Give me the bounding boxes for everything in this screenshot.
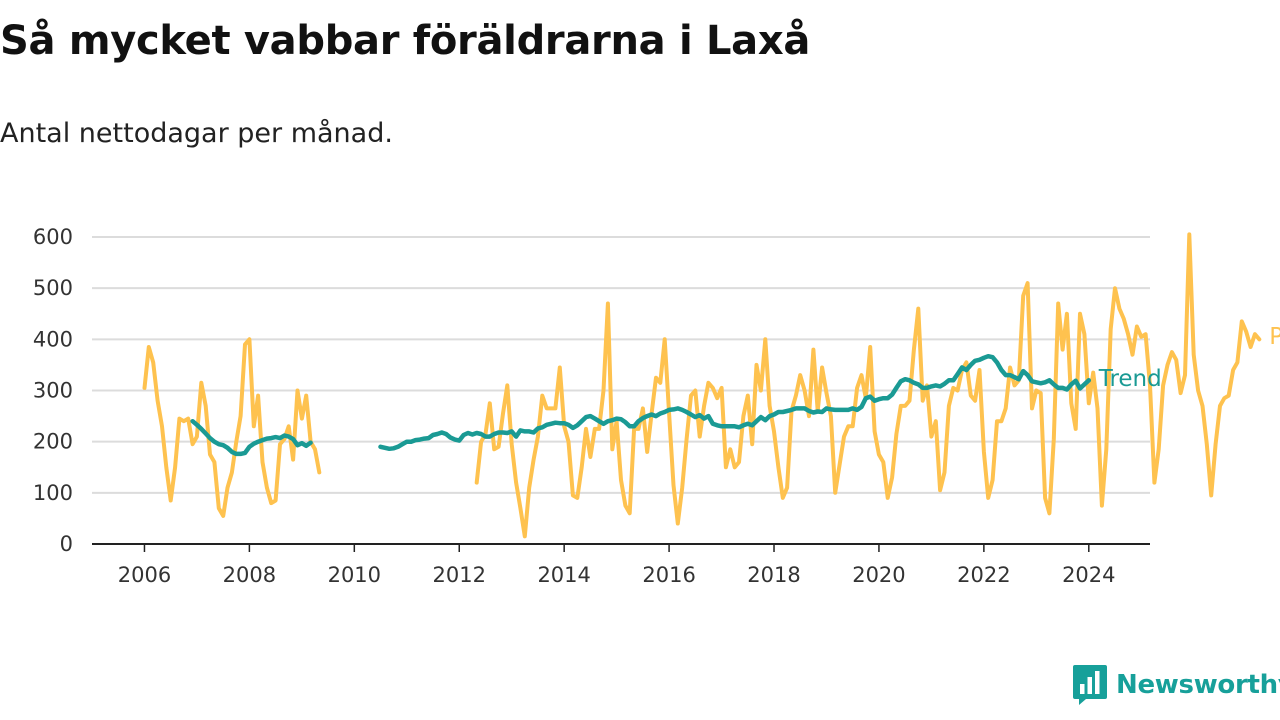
y-tick-label: 200: [33, 430, 73, 454]
x-tick-label: 2022: [957, 563, 1010, 587]
chart-title: Så mycket vabbar föräldrarna i Laxå: [0, 18, 811, 64]
chart-subtitle: Antal nettodagar per månad.: [0, 118, 393, 149]
x-tick-label: 2020: [852, 563, 905, 587]
y-tick-label: 0: [60, 532, 73, 556]
y-tick-label: 600: [33, 225, 73, 249]
series-label-per-manad: Per månad: [1269, 322, 1280, 350]
y-tick-label: 500: [33, 276, 73, 300]
y-tick-label: 100: [33, 481, 73, 505]
series-labels: Per månad Trend: [1098, 322, 1280, 392]
x-tick-label: 2016: [642, 563, 695, 587]
x-axis-ticks: 2006 2008 2010 2012 2014 2016 2018 2020 2022 2024: [118, 544, 1116, 587]
newsworthy-logo-icon: [1073, 665, 1107, 705]
x-tick-label: 2010: [328, 563, 381, 587]
x-tick-label: 2006: [118, 563, 171, 587]
brand-name: Newsworthy: [1116, 670, 1280, 700]
x-tick-label: 2012: [433, 563, 486, 587]
x-tick-label: 2018: [747, 563, 800, 587]
series-line-trend: [190, 353, 1092, 457]
x-tick-label: 2008: [223, 563, 276, 587]
newsworthy-logo: Newsworthy: [1072, 664, 1280, 706]
y-tick-label: 300: [33, 379, 73, 403]
y-tick-label: 400: [33, 327, 73, 351]
series-line-per-manad: [142, 232, 1262, 539]
series-lines: [142, 232, 1262, 539]
y-axis-ticks: 0 100 200 300 400 500 600: [33, 225, 73, 556]
x-tick-label: 2024: [1062, 563, 1115, 587]
x-tick-label: 2014: [537, 563, 590, 587]
series-label-trend: Trend: [1098, 366, 1162, 392]
